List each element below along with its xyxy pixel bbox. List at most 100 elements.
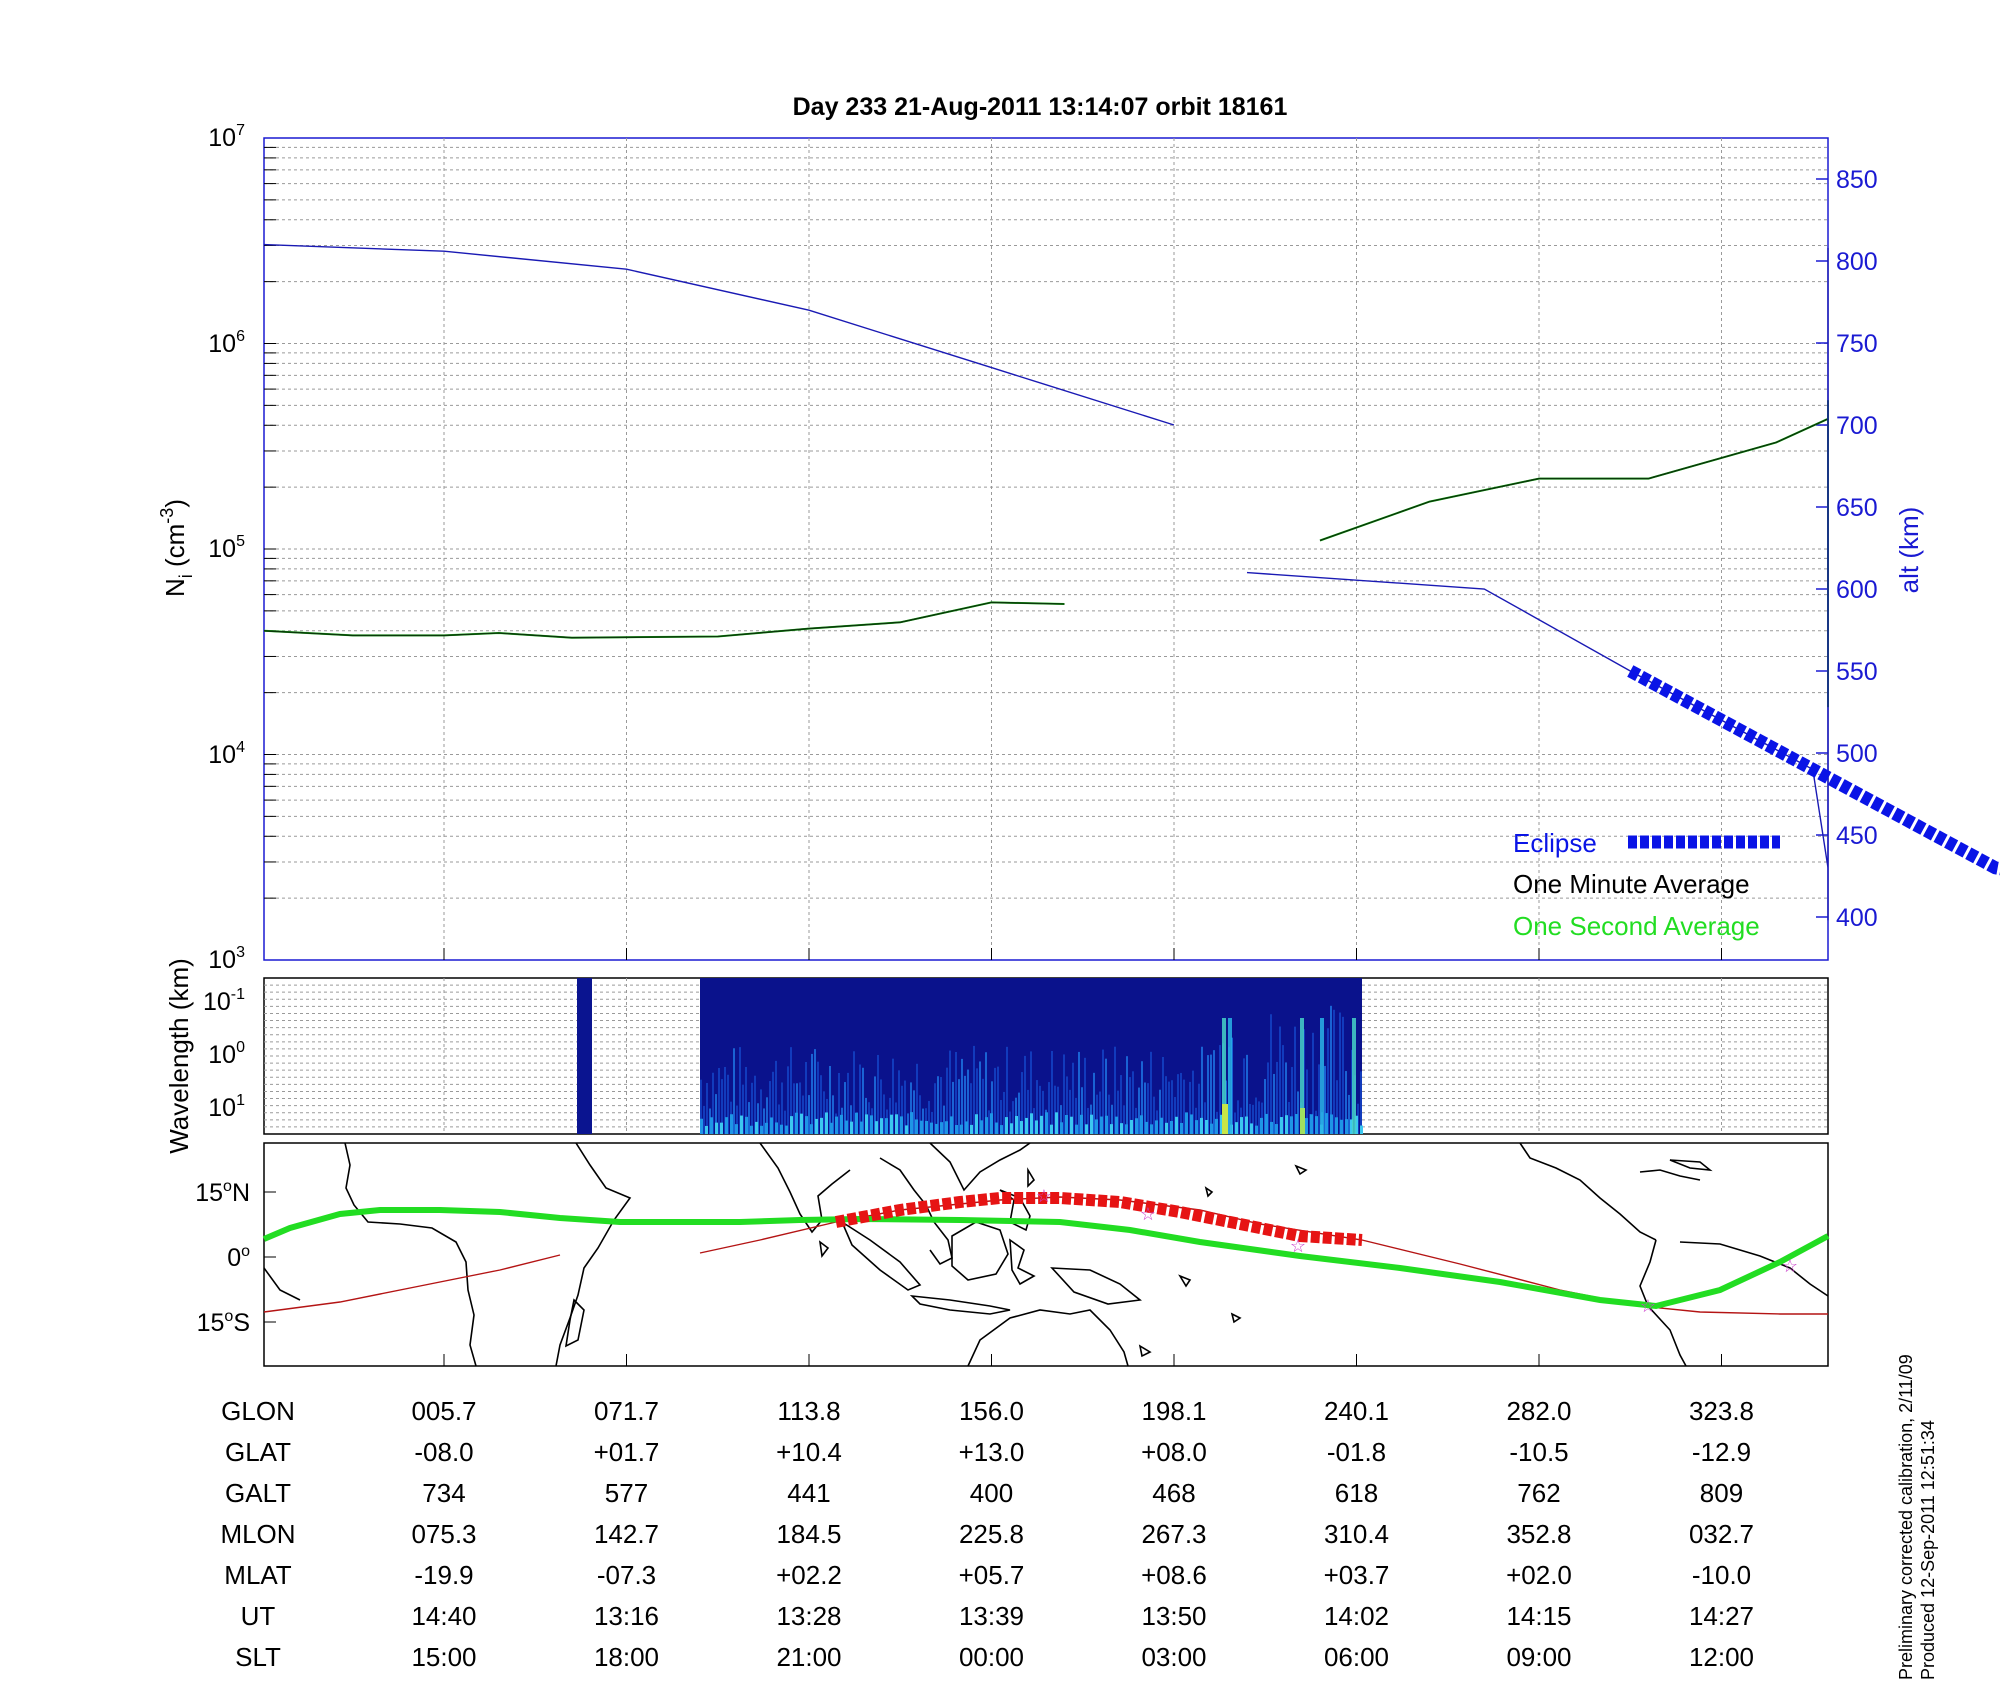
table-cell: +05.7 [959, 1560, 1025, 1590]
spectro-column [1126, 1056, 1128, 1134]
spectro-base [1290, 1116, 1293, 1134]
spectro-column [874, 1076, 876, 1134]
spectro-base [860, 1121, 863, 1134]
coast-java [909, 1294, 1011, 1315]
spectro-column [1069, 1089, 1071, 1134]
table-cell: 762 [1517, 1478, 1560, 1508]
spectro-column [1333, 1009, 1335, 1134]
spectro-base [1030, 1113, 1033, 1134]
spectro-column [1015, 1097, 1017, 1134]
spectro-column [985, 1052, 987, 1134]
spectro-column [907, 1113, 909, 1134]
spectro-base [805, 1116, 808, 1134]
eclipse-track [834, 1192, 1363, 1246]
spectro-column [1120, 1075, 1122, 1134]
spectro-column [997, 1066, 999, 1134]
spectro-column [1054, 1085, 1056, 1134]
spectro-base [855, 1112, 858, 1134]
spectro-burst [1228, 1018, 1232, 1134]
spectro-column [1096, 1094, 1098, 1134]
spectro-base [960, 1124, 963, 1134]
spectro-base [1080, 1114, 1083, 1134]
spectro-base [840, 1114, 843, 1134]
top-panel-grid [264, 146, 1828, 899]
spectro-base [785, 1125, 788, 1134]
coast-gulf-guinea [263, 1267, 301, 1301]
spectro-column [1003, 1091, 1005, 1134]
spectro-column [1210, 1054, 1212, 1134]
ytick-right-label: 650 [1836, 494, 1878, 522]
spectro-base [1160, 1117, 1163, 1134]
spectro-column [958, 1079, 960, 1134]
spectro-column [1138, 1087, 1140, 1134]
spectro-column [700, 1079, 702, 1134]
spectro-column [1276, 1061, 1278, 1134]
spectro-column [943, 1105, 945, 1134]
table-cell: +02.2 [776, 1560, 842, 1590]
spectro-column [1168, 1081, 1170, 1134]
spectro-column [1039, 1085, 1041, 1134]
spectro-column [1330, 1005, 1332, 1134]
spectro-column [1048, 1082, 1050, 1134]
table-cell: 323.8 [1689, 1396, 1754, 1426]
table-row-label: GLAT [225, 1437, 291, 1467]
table-cell: 13:50 [1141, 1601, 1206, 1631]
spectro-base [1255, 1125, 1258, 1134]
spectro-base [1155, 1120, 1158, 1134]
table-cell: 184.5 [776, 1519, 841, 1549]
spectro-base [935, 1123, 938, 1134]
spectro-base [1105, 1115, 1108, 1134]
spectro-column [760, 1089, 762, 1134]
spectro-column [937, 1076, 939, 1134]
spectro-column [913, 1090, 915, 1134]
spectro-column [1153, 1096, 1155, 1134]
spectro-base [1025, 1117, 1028, 1134]
middle-panel: 10-1 100 101 Wavelength (km) [164, 958, 1829, 1154]
spectro-column [787, 1066, 789, 1134]
spectro-column [784, 1110, 786, 1134]
table-cell: -10.5 [1509, 1437, 1568, 1467]
spectro-column [1093, 1072, 1095, 1134]
spectro-base [1090, 1114, 1093, 1134]
spectro-column [862, 1067, 864, 1134]
spectro-column [1180, 1072, 1182, 1134]
spectro-column [994, 1067, 996, 1134]
spectro-column [952, 1081, 954, 1134]
table-cell: -01.8 [1327, 1437, 1386, 1467]
ylabel-left: Ni (cm-3) [157, 499, 196, 597]
map-ytick-label: 0o [227, 1243, 250, 1272]
spectro-column [754, 1075, 756, 1134]
spectro-base [1260, 1117, 1263, 1134]
spectro-column [859, 1064, 861, 1134]
table-cell: 142.7 [594, 1519, 659, 1549]
spectro-base [740, 1115, 743, 1134]
track-marker-star: ☆ [1782, 1256, 1798, 1276]
map-panel-frame [263, 1142, 1829, 1367]
spectro-column [742, 1084, 744, 1134]
spectro-column [1207, 1055, 1209, 1134]
table-cell: 352.8 [1506, 1519, 1571, 1549]
spectro-column [838, 1072, 840, 1134]
spectro-base [990, 1113, 993, 1134]
spectro-column [1246, 1054, 1248, 1134]
spectro-column [892, 1058, 894, 1134]
spectro-base [920, 1120, 923, 1134]
spectro-column [955, 1051, 957, 1134]
spectro-column [1294, 1026, 1296, 1134]
series-altitude-b [1246, 247, 1829, 921]
table-cell: 09:00 [1506, 1642, 1571, 1672]
spectro-column [1327, 1028, 1329, 1134]
spectro-column [1165, 1076, 1167, 1134]
spectro-column [1177, 1074, 1179, 1134]
spectro-column [1237, 1100, 1239, 1134]
chart-title: Day 233 21-Aug-2011 13:14:07 orbit 18161 [793, 93, 1288, 121]
coast-china [929, 1142, 1031, 1192]
spectro-column [1051, 1050, 1053, 1134]
coast-australia [967, 1309, 1129, 1367]
spectro-base [1345, 1119, 1348, 1134]
spectro-base [1010, 1123, 1013, 1134]
spectro-base [1120, 1123, 1123, 1134]
spectro-base [1275, 1124, 1278, 1134]
spectro-base [755, 1121, 758, 1134]
spectro-column [706, 1082, 708, 1134]
